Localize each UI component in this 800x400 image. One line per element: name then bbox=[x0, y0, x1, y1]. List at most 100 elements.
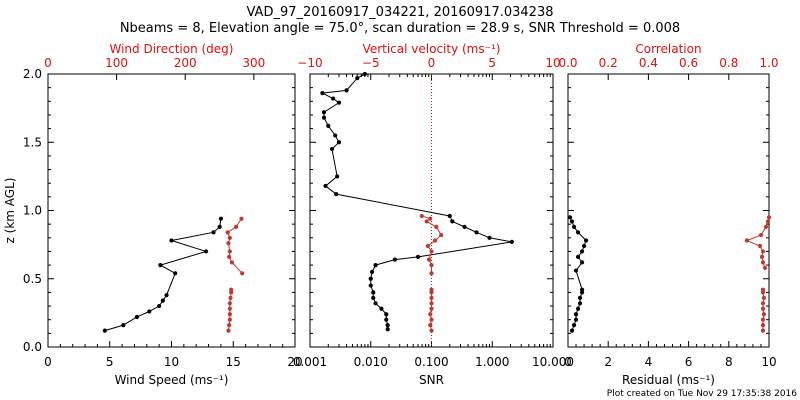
data-point-correlation bbox=[760, 287, 766, 292]
data-point-wind-direction bbox=[227, 312, 232, 317]
bottom-tick-label-wind: 5 bbox=[106, 355, 114, 369]
bottom-tick-label-wind: 10 bbox=[164, 355, 179, 369]
data-point-snr bbox=[321, 110, 327, 115]
y-tick-label: 1.0 bbox=[23, 204, 42, 218]
top-tick-label-residual: 0.2 bbox=[599, 56, 618, 70]
y-tick-label: 2.0 bbox=[23, 67, 42, 81]
data-point-snr bbox=[368, 276, 373, 281]
data-point-snr bbox=[384, 312, 389, 317]
data-point-residual bbox=[577, 301, 583, 306]
data-point-residual bbox=[579, 287, 585, 292]
data-point-snr bbox=[335, 174, 340, 179]
data-point-correlation bbox=[758, 232, 764, 238]
data-point-residual bbox=[577, 295, 583, 300]
bottom-tick-label-residual: 8 bbox=[725, 355, 733, 369]
data-point-snr bbox=[323, 183, 328, 189]
plot-footer: Plot created on Tue Nov 29 17:35:38 2016 bbox=[607, 389, 797, 399]
data-point-vertical-velocity bbox=[429, 263, 434, 268]
bottom-axis-label-snr: SNR bbox=[419, 373, 444, 387]
data-point-snr bbox=[355, 75, 360, 81]
bottom-tick-label-residual: 2 bbox=[604, 355, 612, 369]
bottom-tick-label-residual: 10 bbox=[761, 355, 776, 369]
top-tick-label-residual: 1.0 bbox=[759, 56, 778, 70]
y-tick-label: 0.5 bbox=[23, 272, 42, 286]
bottom-tick-label-snr: 10.000 bbox=[532, 355, 574, 369]
series-line-correlation bbox=[745, 217, 770, 269]
data-point-vertical-velocity bbox=[429, 301, 434, 306]
top-tick-label-residual: 0.8 bbox=[719, 56, 738, 70]
data-point-correlation bbox=[761, 295, 767, 300]
top-tick-label-residual: 0.4 bbox=[639, 56, 658, 70]
data-point-residual bbox=[575, 230, 581, 235]
data-point-snr bbox=[336, 100, 342, 105]
data-point-vertical-velocity bbox=[419, 213, 424, 219]
data-point-correlation bbox=[759, 254, 765, 260]
data-point-snr bbox=[384, 317, 389, 322]
data-point-correlation bbox=[765, 219, 771, 224]
data-point-vertical-velocity bbox=[424, 219, 429, 224]
bottom-tick-label-snr: 0.010 bbox=[354, 355, 388, 369]
top-axis-label-snr: Vertical velocity (ms⁻¹) bbox=[363, 42, 501, 56]
top-tick-label-wind: 300 bbox=[242, 56, 265, 70]
data-point-wind-direction bbox=[233, 224, 239, 229]
data-point-wind-direction bbox=[239, 216, 244, 221]
bottom-tick-label-snr: 0.001 bbox=[293, 355, 327, 369]
data-point-residual bbox=[567, 215, 573, 220]
data-point-snr bbox=[326, 123, 331, 128]
data-point-wind-direction bbox=[227, 306, 232, 311]
data-point-wind-speed bbox=[203, 249, 209, 254]
bottom-tick-label-snr: 1.000 bbox=[475, 355, 509, 369]
data-point-correlation bbox=[760, 323, 766, 328]
data-point-vertical-velocity bbox=[429, 306, 434, 311]
top-axis-label-residual: Correlation bbox=[635, 42, 701, 56]
bottom-tick-label-snr: 0.100 bbox=[414, 355, 448, 369]
y-tick-label: 1.5 bbox=[23, 135, 42, 149]
top-tick-label-snr: 10 bbox=[545, 56, 560, 70]
data-point-residual bbox=[575, 254, 581, 260]
data-point-wind-speed bbox=[217, 224, 222, 229]
data-point-residual bbox=[575, 306, 581, 311]
bottom-axis-label-wind: Wind Speed (ms⁻¹) bbox=[115, 373, 229, 387]
data-point-snr bbox=[344, 88, 349, 93]
data-point-correlation bbox=[757, 243, 763, 249]
data-point-vertical-velocity bbox=[428, 216, 433, 221]
data-point-vertical-velocity bbox=[429, 287, 434, 292]
data-point-residual bbox=[583, 238, 589, 243]
data-point-snr bbox=[462, 224, 467, 229]
data-point-snr bbox=[321, 115, 327, 120]
data-point-wind-direction bbox=[226, 328, 231, 333]
data-point-residual bbox=[569, 219, 575, 224]
top-tick-label-residual: 0.6 bbox=[679, 56, 698, 70]
data-point-vertical-velocity bbox=[429, 295, 434, 300]
data-point-snr bbox=[371, 290, 376, 295]
title-line-2: Nbeams = 8, Elevation angle = 75.0°, sca… bbox=[119, 21, 681, 36]
top-tick-label-snr: 0 bbox=[428, 56, 436, 70]
top-tick-label-wind: 200 bbox=[174, 56, 197, 70]
top-tick-label-residual: 0.0 bbox=[558, 56, 577, 70]
data-point-wind-direction bbox=[227, 249, 232, 254]
data-point-snr bbox=[373, 263, 378, 268]
data-point-snr bbox=[362, 71, 367, 77]
data-point-snr bbox=[371, 295, 376, 300]
y-axis-label: z (km AGL) bbox=[3, 178, 17, 244]
data-point-residual bbox=[579, 249, 585, 254]
data-point-vertical-velocity bbox=[429, 328, 434, 333]
y-tick-label: 0.0 bbox=[23, 340, 42, 354]
top-tick-label-wind: 100 bbox=[105, 56, 128, 70]
bottom-axis-label-residual: Residual (ms⁻¹) bbox=[622, 373, 715, 387]
data-point-wind-speed bbox=[169, 238, 174, 243]
data-point-wind-direction bbox=[225, 230, 230, 235]
data-point-correlation bbox=[760, 306, 766, 311]
data-point-residual bbox=[573, 268, 579, 273]
data-point-residual bbox=[571, 323, 577, 328]
data-point-wind-speed bbox=[158, 263, 163, 268]
data-point-snr bbox=[487, 235, 492, 240]
series-line-snr bbox=[320, 73, 512, 330]
data-point-snr bbox=[447, 213, 452, 219]
data-point-wind-direction bbox=[227, 301, 232, 306]
bottom-tick-label-wind: 0 bbox=[44, 355, 52, 369]
data-point-wind-direction bbox=[227, 317, 232, 322]
data-point-correlation bbox=[760, 301, 766, 306]
data-point-snr bbox=[373, 301, 378, 306]
data-point-vertical-velocity bbox=[426, 257, 432, 262]
